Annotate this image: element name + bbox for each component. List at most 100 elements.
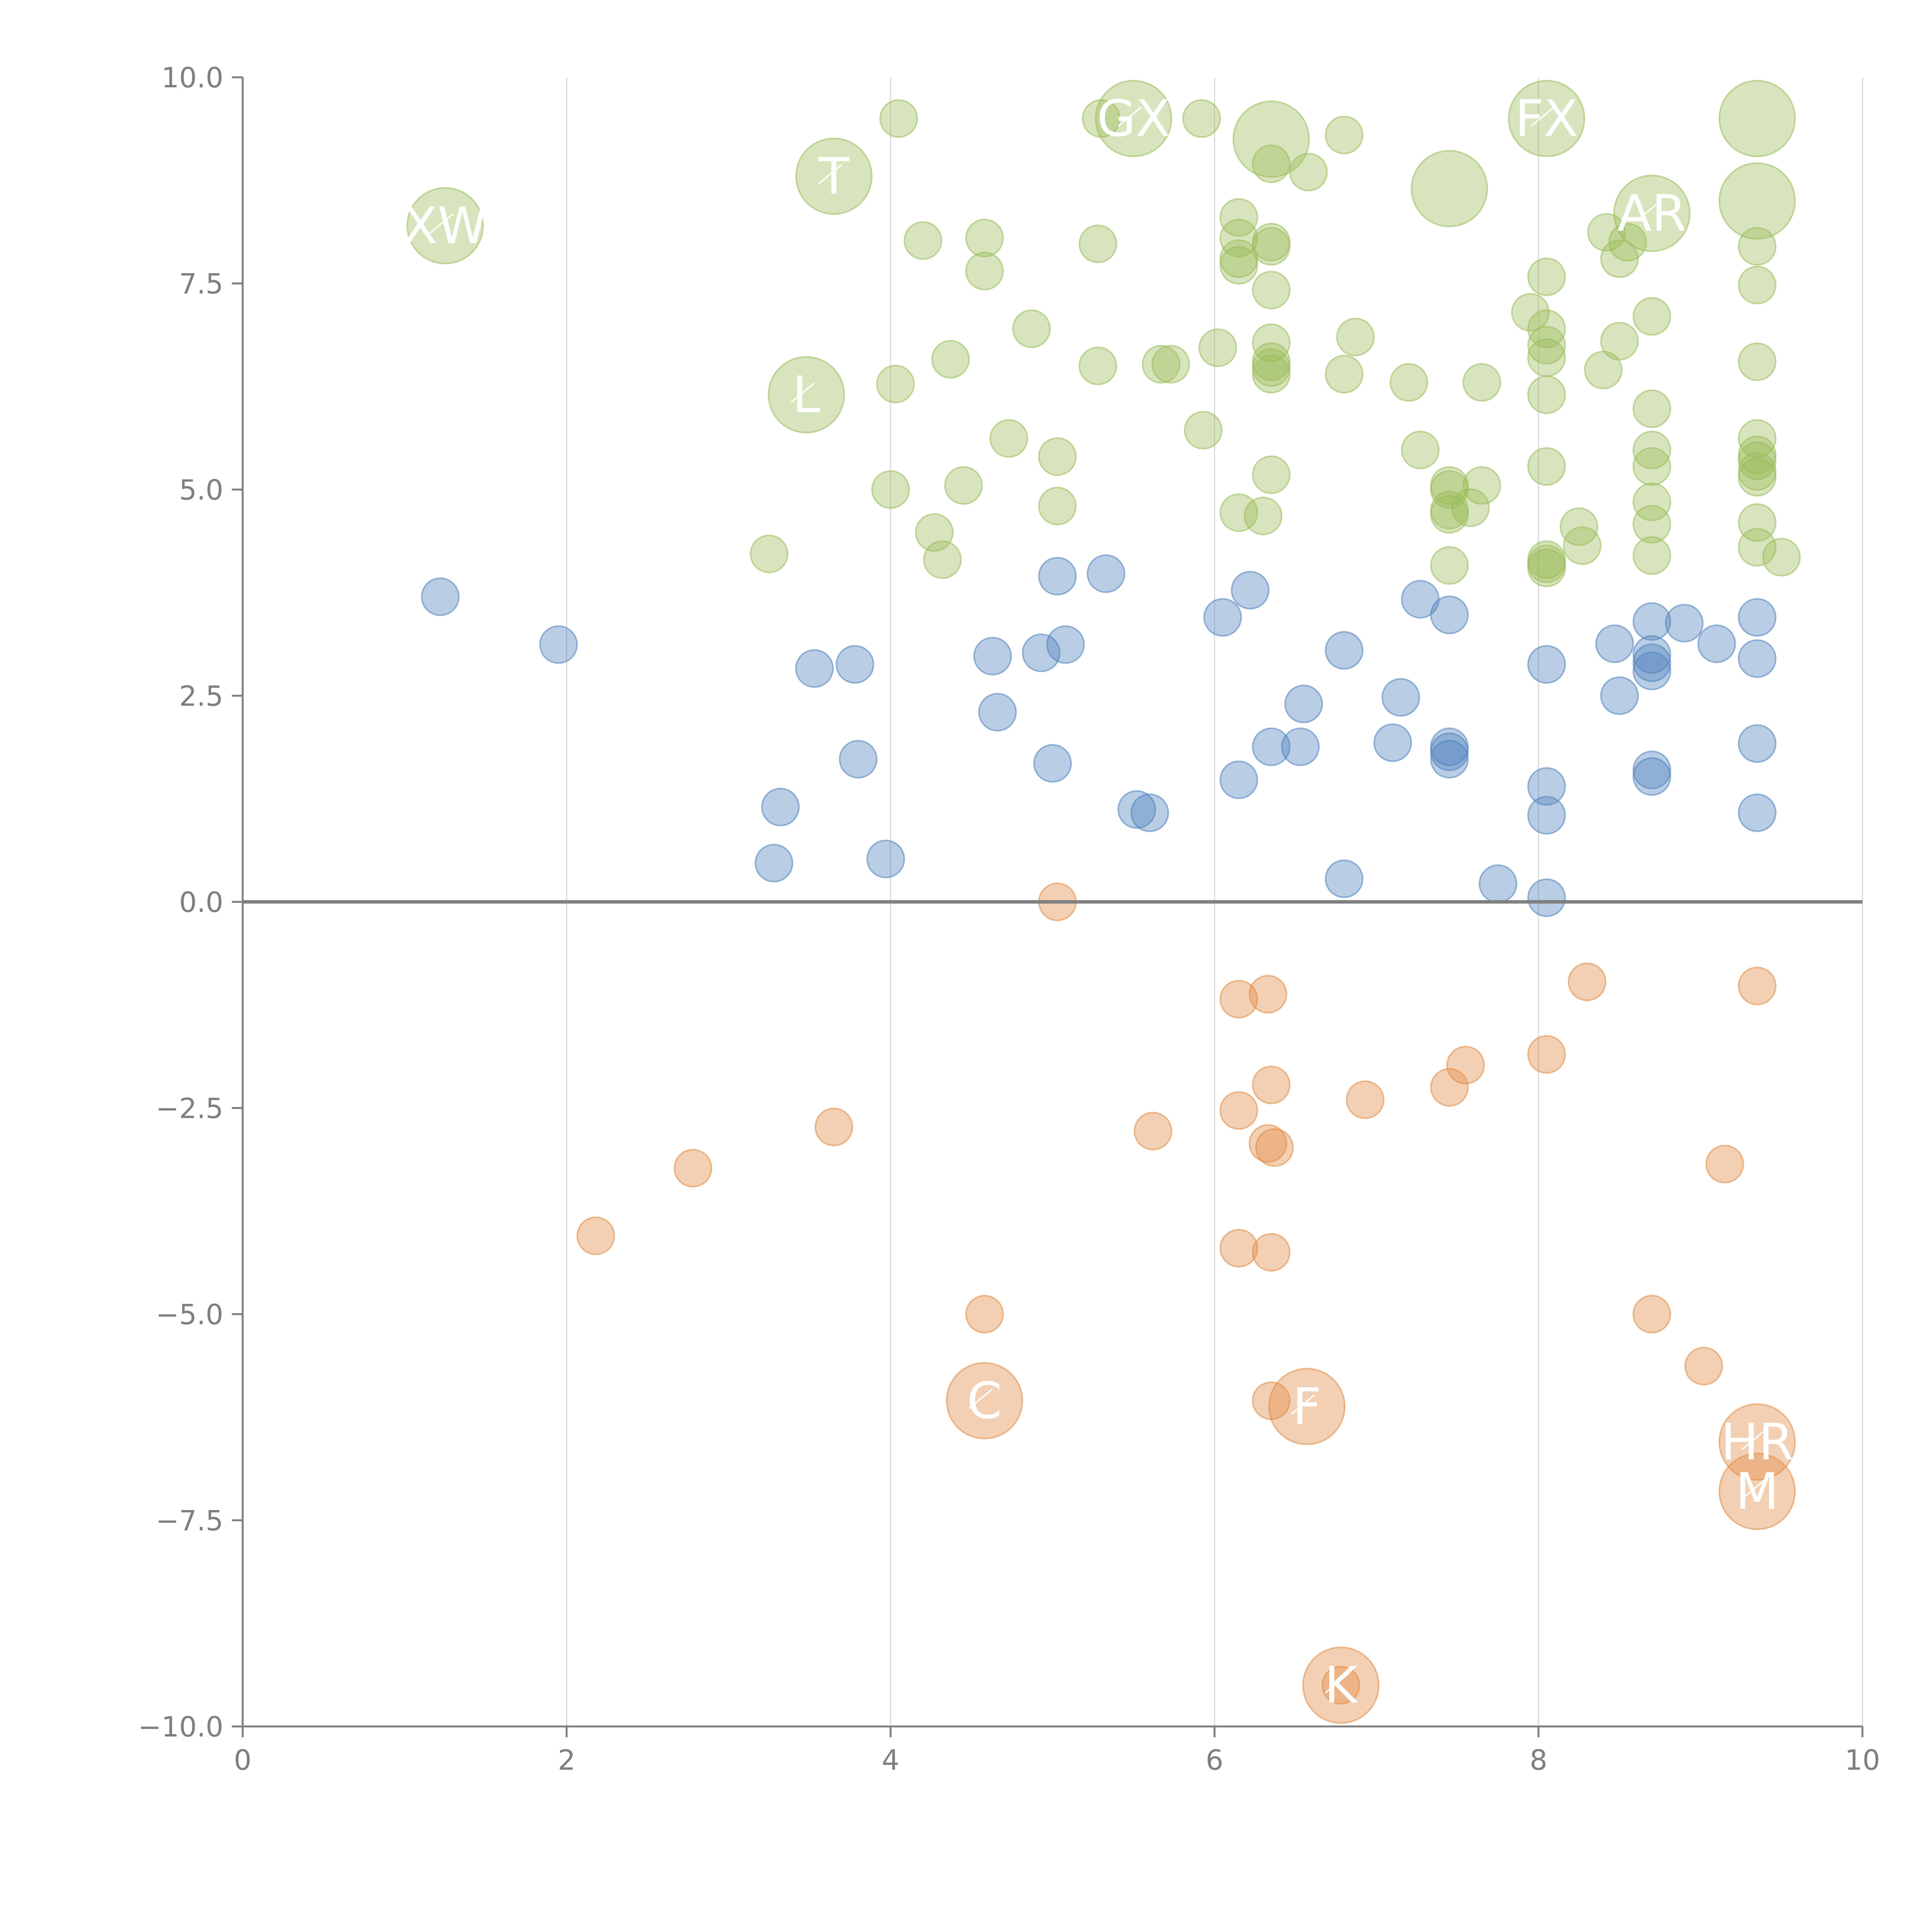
bubble-mid-32 bbox=[1478, 864, 1517, 903]
label-leader-high-2 bbox=[790, 383, 815, 403]
bubble-label-high-0: XW bbox=[403, 196, 487, 255]
bubble-mid-17 bbox=[1203, 598, 1242, 637]
bubble-mid-50 bbox=[1738, 793, 1777, 832]
bubble-high-33 bbox=[1511, 293, 1550, 332]
bubble-high-69 bbox=[1738, 419, 1777, 458]
bubble-high-42 bbox=[1633, 389, 1672, 428]
bubble-high-12 bbox=[1182, 99, 1221, 138]
bubble-high-45 bbox=[931, 340, 970, 379]
bubble-mid-23 bbox=[1325, 631, 1364, 670]
bubble-mid-49 bbox=[1738, 724, 1777, 763]
bubble-mid-7 bbox=[866, 840, 905, 879]
bubble-high-59 bbox=[1038, 437, 1077, 476]
x-tick-label: 2 bbox=[558, 1744, 575, 1776]
bubble-high-82 bbox=[1451, 488, 1490, 527]
bubble-high-71 bbox=[1738, 441, 1777, 480]
bubble-high-29 bbox=[1600, 239, 1639, 278]
bubble-low-11 bbox=[1446, 1046, 1485, 1085]
bubble-mid-8 bbox=[973, 637, 1012, 676]
bubble-high-53 bbox=[1252, 355, 1291, 394]
bubble-high-14 bbox=[1252, 145, 1291, 184]
label-leader-high-3 bbox=[1117, 106, 1142, 127]
bubble-low-19 bbox=[815, 1107, 854, 1146]
bubble-mid-47 bbox=[1738, 598, 1777, 637]
bubble-high-34 bbox=[1633, 297, 1672, 336]
bubble-high-61 bbox=[1401, 430, 1440, 469]
bubble-mid-41 bbox=[1633, 643, 1672, 682]
bubble-low-12 bbox=[1430, 1068, 1469, 1107]
bubble-low-9 bbox=[1738, 966, 1777, 1005]
bubble-mid-11 bbox=[1038, 557, 1077, 596]
bubble-high-40 bbox=[1738, 342, 1777, 381]
bubble-mid-9 bbox=[978, 693, 1017, 732]
bubble-low-27 bbox=[1705, 1145, 1744, 1184]
bubble-high-62 bbox=[1252, 455, 1291, 494]
bubble-high-39 bbox=[1584, 350, 1623, 389]
bubble-high-19 bbox=[1219, 198, 1259, 237]
label-leader-high-0 bbox=[429, 213, 454, 234]
bubble-mid-4 bbox=[838, 740, 878, 779]
bubble-low-29 bbox=[1321, 1666, 1361, 1705]
bubble-high-20 bbox=[1219, 219, 1259, 258]
bubble-high-6 bbox=[1508, 80, 1585, 157]
bubble-high-44 bbox=[1012, 309, 1051, 348]
bubble-low-0 bbox=[946, 1362, 1023, 1440]
bubble-high-73 bbox=[1738, 457, 1777, 497]
bubble-high-93 bbox=[1563, 526, 1602, 565]
bubble-mid-33 bbox=[1527, 645, 1566, 684]
label-leader-high-7 bbox=[1636, 201, 1660, 222]
bubble-high-74 bbox=[1633, 483, 1672, 522]
bubble-high-66 bbox=[1527, 447, 1566, 486]
bubble-label-low-0: C bbox=[967, 1371, 1002, 1430]
bubble-label-low-3: M bbox=[1735, 1462, 1779, 1521]
bubble-mid-38 bbox=[1600, 676, 1639, 715]
label-leader-low-2 bbox=[1741, 1430, 1765, 1451]
bubble-high-58 bbox=[989, 419, 1028, 458]
bubble-low-2 bbox=[1718, 1403, 1796, 1481]
bubble-mid-16 bbox=[1130, 793, 1169, 832]
bubble-label-low-2: HR bbox=[1721, 1413, 1793, 1471]
bubble-mid-18 bbox=[1231, 571, 1270, 610]
bubble-high-3 bbox=[1095, 80, 1172, 157]
bubble-mid-40 bbox=[1633, 635, 1672, 674]
bubble-mid-5 bbox=[761, 787, 800, 827]
bubble-mid-2 bbox=[795, 649, 834, 688]
bubble-high-79 bbox=[1243, 497, 1282, 536]
bubble-high-67 bbox=[1633, 430, 1672, 469]
bubble-high-78 bbox=[1219, 493, 1259, 532]
bubble-high-43 bbox=[1336, 318, 1375, 357]
bubble-mid-24 bbox=[1325, 859, 1364, 898]
bubble-label-low-1: F bbox=[1293, 1377, 1321, 1436]
bubble-label-high-6: FX bbox=[1515, 89, 1578, 148]
y-tick-label: 0.0 bbox=[179, 886, 223, 918]
bubble-low-20 bbox=[673, 1149, 713, 1188]
bubble-mid-36 bbox=[1527, 878, 1566, 917]
bubble-mid-26 bbox=[1381, 678, 1420, 717]
bubble-high-60 bbox=[1184, 411, 1223, 450]
bubble-high-30 bbox=[1738, 227, 1777, 266]
bubble-high-76 bbox=[944, 466, 983, 505]
bubble-low-26 bbox=[1684, 1347, 1723, 1386]
bubble-high-41 bbox=[1527, 375, 1566, 414]
bubble-label-high-3: GX bbox=[1097, 89, 1170, 148]
bubble-low-10 bbox=[1527, 1035, 1566, 1074]
y-tick-label: 7.5 bbox=[179, 268, 223, 300]
y-tick-label: 2.5 bbox=[179, 680, 223, 713]
bubble-low-3 bbox=[1718, 1452, 1796, 1530]
bubbles bbox=[406, 80, 1801, 1724]
bubble-mid-15 bbox=[1117, 790, 1156, 829]
bubble-low-24 bbox=[965, 1295, 1004, 1333]
x-tick-label: 0 bbox=[234, 1744, 252, 1776]
bubble-low-28 bbox=[1252, 1381, 1291, 1420]
bubble-low-14 bbox=[1252, 1065, 1291, 1104]
bubble-mid-39 bbox=[1633, 602, 1672, 641]
bubble-high-7 bbox=[1613, 175, 1691, 252]
bubble-mid-3 bbox=[835, 645, 874, 684]
bubble-high-47 bbox=[1141, 345, 1180, 384]
bubble-high-22 bbox=[1252, 227, 1291, 266]
label-leader-low-1 bbox=[1291, 1394, 1315, 1415]
bubble-high-37 bbox=[1527, 338, 1566, 377]
bubble-label-high-7: AR bbox=[1617, 184, 1686, 243]
bubble-mid-25 bbox=[1373, 723, 1412, 762]
